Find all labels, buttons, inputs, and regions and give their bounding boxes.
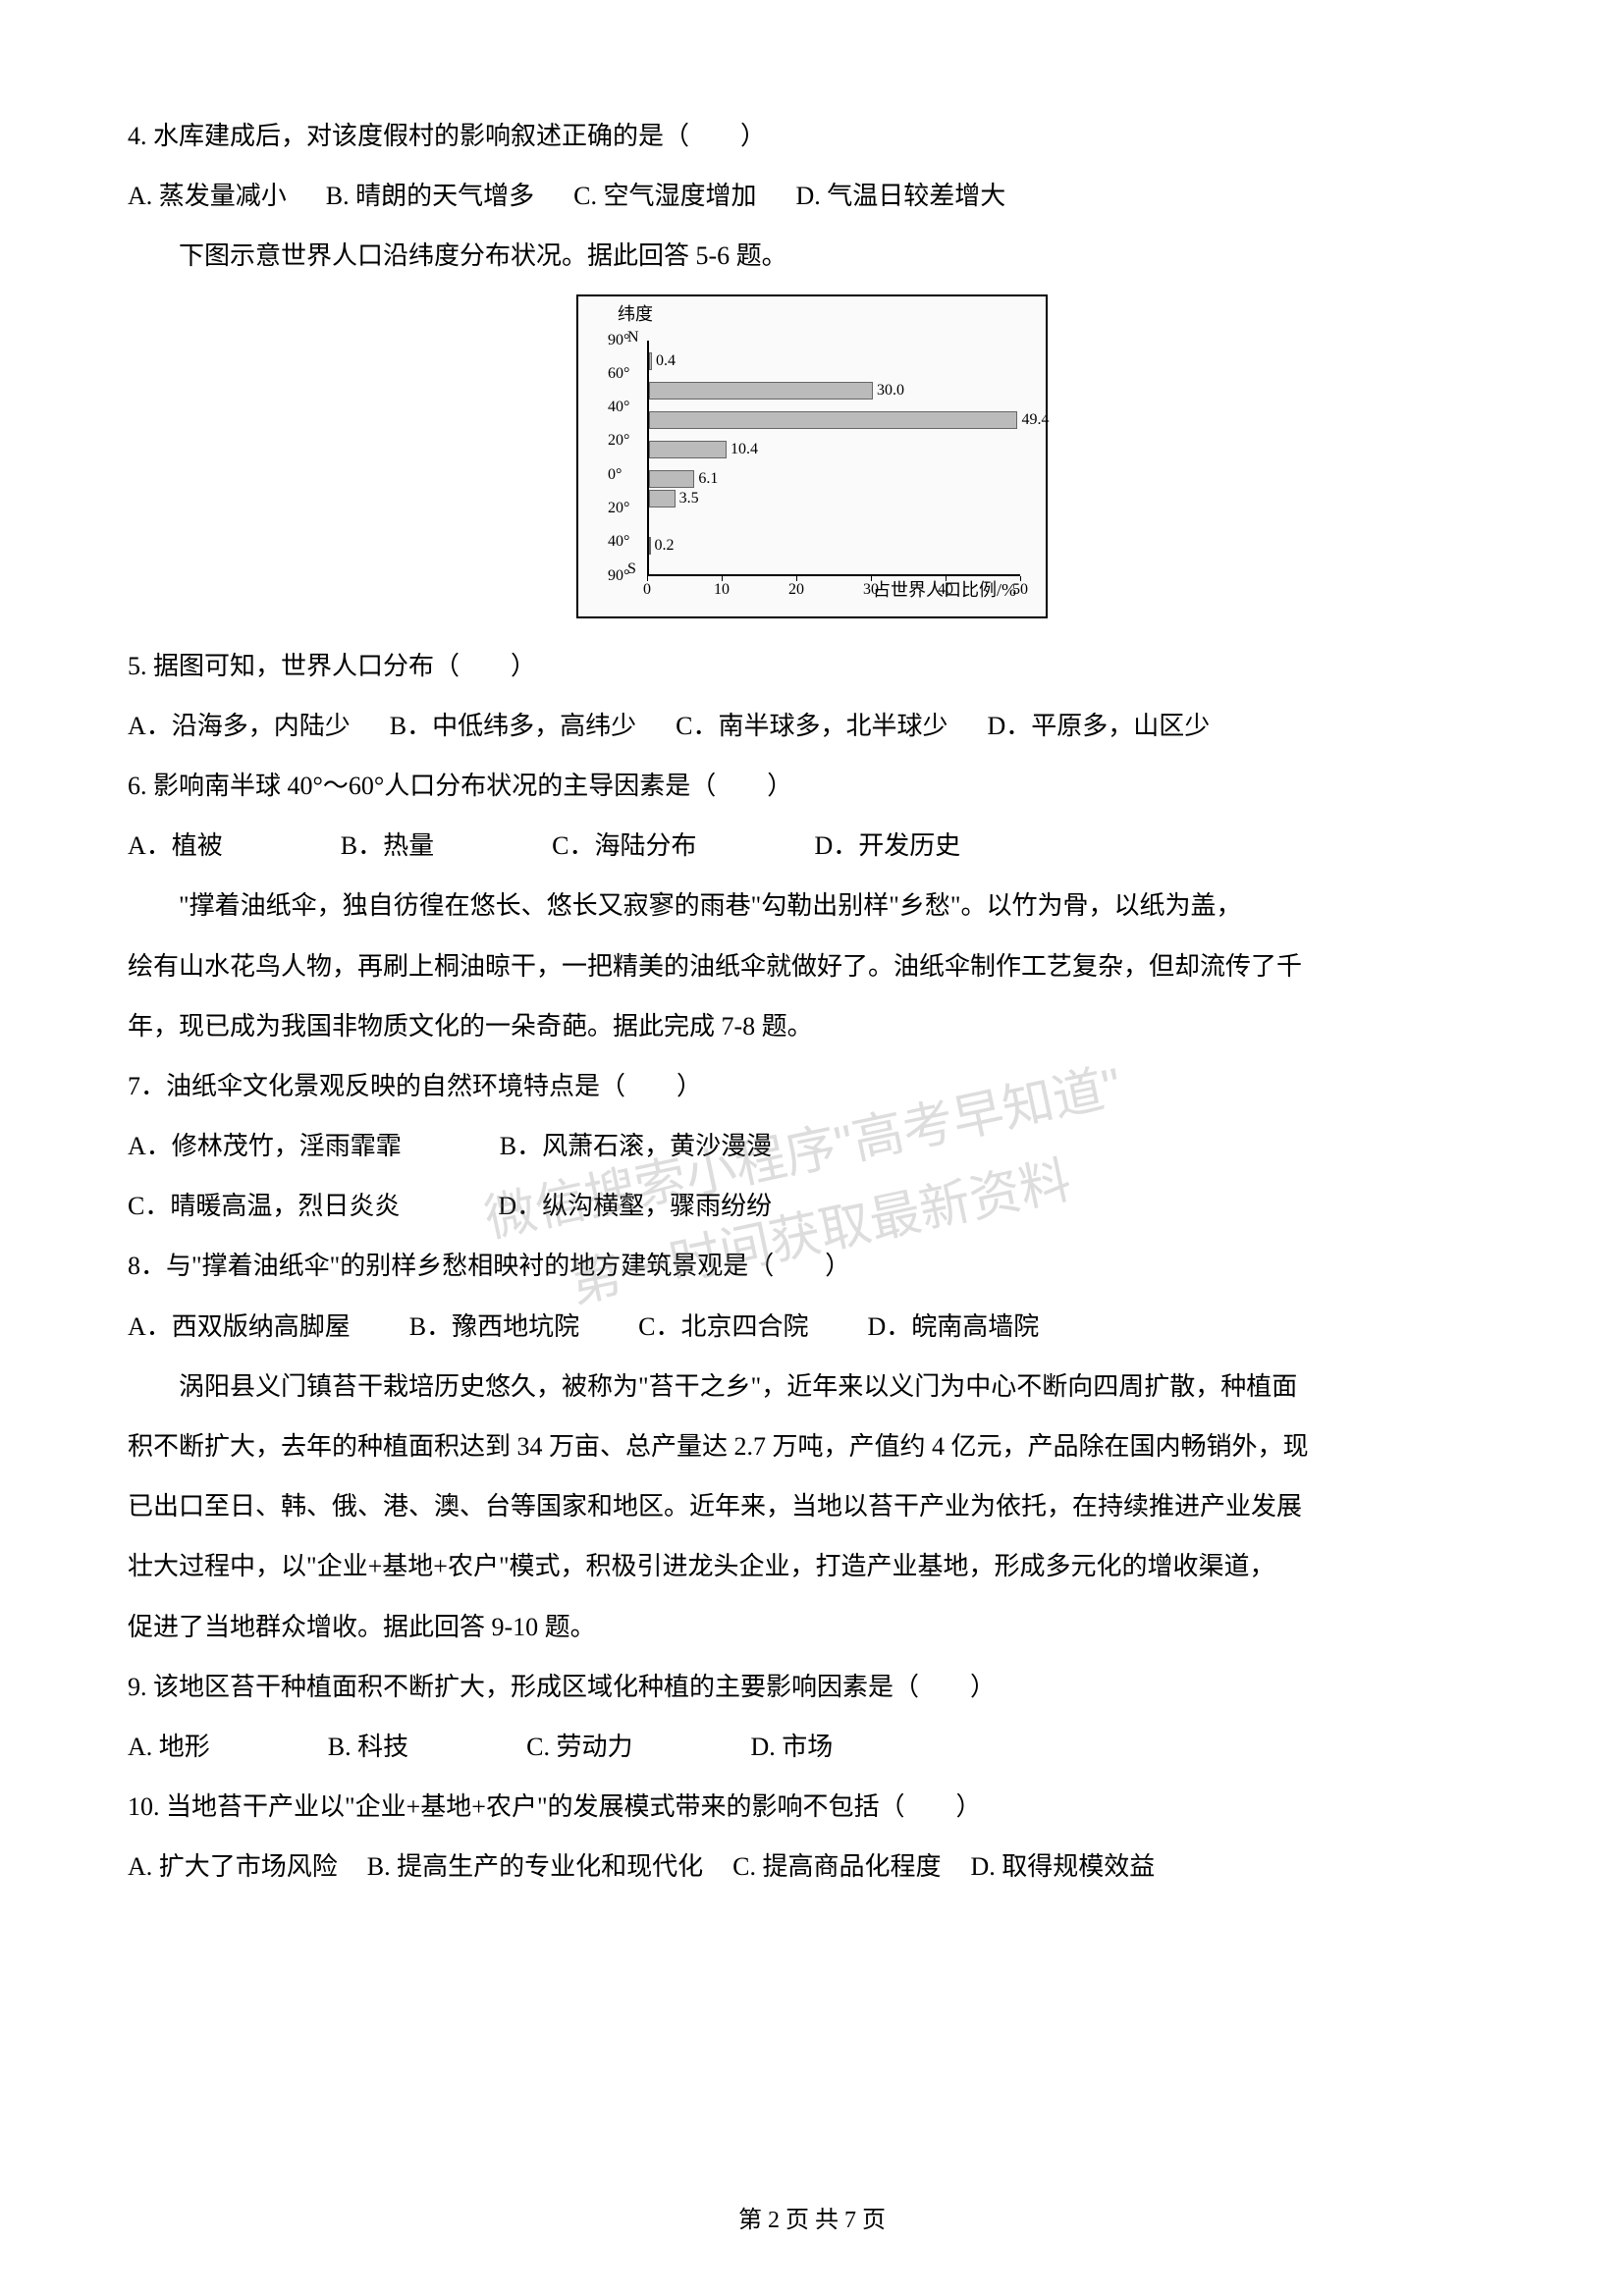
q5-opt-c: C．南半球多，北半球少 — [676, 698, 947, 754]
q10-text: 10. 当地苔干产业以"企业+基地+农户"的发展模式带来的影响不包括（ ） — [128, 1779, 1496, 1835]
q9-opt-a: A. 地形 — [128, 1719, 210, 1775]
q6-opt-b: B．热量 — [341, 818, 434, 874]
q8-opt-c: C．北京四合院 — [638, 1299, 808, 1355]
y-tick-label: 20° — [608, 433, 629, 449]
chart-xlabel: 占世界人口比例/% — [873, 571, 1016, 611]
q10-options: A. 扩大了市场风险 B. 提高生产的专业化和现代化 C. 提高商品化程度 D.… — [128, 1839, 1496, 1895]
intro910-1: 涡阳县义门镇苔干栽培历史悠久，被称为"苔干之乡"，近年来以义门为中心不断向四周扩… — [128, 1359, 1496, 1415]
q8-options: A．西双版纳高脚屋 B．豫西地坑院 C．北京四合院 D．皖南高墙院 — [128, 1299, 1496, 1355]
chart-bar — [649, 411, 1017, 429]
x-tick-mark — [796, 576, 797, 581]
q6-text: 6. 影响南半球 40°～60°人口分布状况的主导因素是（ ） — [128, 758, 1496, 814]
x-tick-mark — [871, 576, 872, 581]
q7-options-row2: C．晴暖高温，烈日炎炎 D．纵沟横壑，骤雨纷纷 — [128, 1178, 1496, 1234]
q4-text: 4. 水库建成后，对该度假村的影响叙述正确的是（ ） — [128, 108, 1496, 164]
q9-opt-c: C. 劳动力 — [526, 1719, 632, 1775]
chart-bar — [649, 382, 873, 400]
chart-bar — [649, 441, 727, 458]
chart-bar-label: 0.4 — [656, 353, 676, 369]
q8-opt-a: A．西双版纳高脚屋 — [128, 1299, 351, 1355]
q6-options: A．植被 B．热量 C．海陆分布 D．开发历史 — [128, 818, 1496, 874]
q4-opt-a: A. 蒸发量减小 — [128, 168, 287, 224]
intro910-2: 积不断扩大，去年的种植面积达到 34 万亩、总产量达 2.7 万吨，产值约 4 … — [128, 1418, 1496, 1474]
y-tick-label: 0° — [608, 467, 622, 483]
q10-opt-d: D. 取得规模效益 — [970, 1839, 1155, 1895]
q6-opt-c: C．海陆分布 — [552, 818, 696, 874]
chart-plot: 90°60°40°20°0°20°40°90°010203040500.430.… — [647, 341, 1020, 576]
q7-opt-d: D．纵沟横壑，骤雨纷纷 — [498, 1178, 772, 1234]
q4-opt-c: C. 空气湿度增加 — [573, 168, 756, 224]
q9-opt-d: D. 市场 — [750, 1719, 833, 1775]
intro910-3: 已出口至日、韩、俄、港、澳、台等国家和地区。近年来，当地以苔干产业为依托，在持续… — [128, 1478, 1496, 1534]
q10-opt-a: A. 扩大了市场风险 — [128, 1839, 338, 1895]
chart-bar-label: 49.4 — [1021, 412, 1049, 428]
x-tick-label: 0 — [643, 582, 651, 598]
q10-opt-b: B. 提高生产的专业化和现代化 — [367, 1839, 703, 1895]
q7-opt-a: A．修林茂竹，淫雨霏霏 — [128, 1118, 402, 1174]
intro78-3: 年，现已成为我国非物质文化的一朵奇葩。据此完成 7-8 题。 — [128, 998, 1496, 1054]
q10-opt-c: C. 提高商品化程度 — [732, 1839, 941, 1895]
q7-opt-b: B．风萧石滚，黄沙漫漫 — [500, 1118, 772, 1174]
y-tick-label: 40° — [608, 534, 629, 550]
q5-opt-b: B．中低纬多，高纬少 — [390, 698, 636, 754]
chart-bar — [649, 490, 676, 507]
intro78-2: 绘有山水花鸟人物，再刷上桐油晾干，一把精美的油纸伞就做好了。油纸伞制作工艺复杂，… — [128, 938, 1496, 994]
chart-bar — [649, 470, 694, 488]
page-footer: 第 2 页 共 7 页 — [0, 2195, 1624, 2247]
q6-opt-a: A．植被 — [128, 818, 223, 874]
x-tick-mark — [647, 576, 648, 581]
q9-options: A. 地形 B. 科技 C. 劳动力 D. 市场 — [128, 1719, 1496, 1775]
intro56: 下图示意世界人口沿纬度分布状况。据此回答 5-6 题。 — [128, 228, 1496, 284]
q8-opt-b: B．豫西地坑院 — [409, 1299, 579, 1355]
intro910-5: 促进了当地群众增收。据此回答 9-10 题。 — [128, 1599, 1496, 1655]
x-tick-label: 20 — [788, 582, 804, 598]
q7-options-row1: A．修林茂竹，淫雨霏霏 B．风萧石滚，黄沙漫漫 — [128, 1118, 1496, 1174]
y-tick-label: 90° — [608, 333, 629, 348]
y-tick-label: 60° — [608, 366, 629, 382]
chart-bar-label: 30.0 — [877, 383, 904, 399]
chart-bar — [649, 537, 651, 555]
chart-s-label: S — [627, 552, 636, 586]
q8-text: 8．与"撑着油纸伞"的别样乡愁相映衬的地方建筑景观是（ ） — [128, 1238, 1496, 1294]
q8-opt-d: D．皖南高墙院 — [867, 1299, 1039, 1355]
q7-text: 7．油纸伞文化景观反映的自然环境特点是（ ） — [128, 1058, 1496, 1114]
intro78-1: "撑着油纸伞，独自彷徨在悠长、悠长又寂寥的雨巷"勾勒出别样"乡愁"。以竹为骨，以… — [128, 878, 1496, 934]
q5-options: A．沿海多，内陆少 B．中低纬多，高纬少 C．南半球多，北半球少 D．平原多，山… — [128, 698, 1496, 754]
chart-bar — [649, 352, 652, 370]
q5-opt-a: A．沿海多，内陆少 — [128, 698, 351, 754]
y-tick-label: 40° — [608, 400, 629, 415]
y-tick-label: 20° — [608, 501, 629, 516]
x-tick-mark — [1020, 576, 1021, 581]
q4-opt-b: B. 晴朗的天气增多 — [326, 168, 534, 224]
q4-options: A. 蒸发量减小 B. 晴朗的天气增多 C. 空气湿度增加 D. 气温日较差增大 — [128, 168, 1496, 224]
intro910-4: 壮大过程中，以"企业+基地+农户"模式，积极引进龙头企业，打造产业基地，形成多元… — [128, 1538, 1496, 1594]
q4-opt-d: D. 气温日较差增大 — [795, 168, 1005, 224]
q5-text: 5. 据图可知，世界人口分布（ ） — [128, 638, 1496, 694]
chart-bar-label: 3.5 — [679, 491, 699, 507]
population-chart: 纬度 N 90°60°40°20°0°20°40°90°010203040500… — [576, 294, 1048, 618]
q7-opt-c: C．晴暖高温，烈日炎炎 — [128, 1178, 400, 1234]
x-tick-label: 10 — [714, 582, 730, 598]
q9-text: 9. 该地区苔干种植面积不断扩大，形成区域化种植的主要影响因素是（ ） — [128, 1659, 1496, 1715]
population-chart-container: 纬度 N 90°60°40°20°0°20°40°90°010203040500… — [128, 294, 1496, 618]
chart-bar-label: 6.1 — [698, 471, 718, 487]
q5-opt-d: D．平原多，山区少 — [987, 698, 1210, 754]
q6-opt-d: D．开发历史 — [814, 818, 960, 874]
q9-opt-b: B. 科技 — [328, 1719, 408, 1775]
chart-bar-label: 10.4 — [731, 442, 758, 457]
x-tick-mark — [722, 576, 723, 581]
chart-bar-label: 0.2 — [655, 538, 675, 554]
